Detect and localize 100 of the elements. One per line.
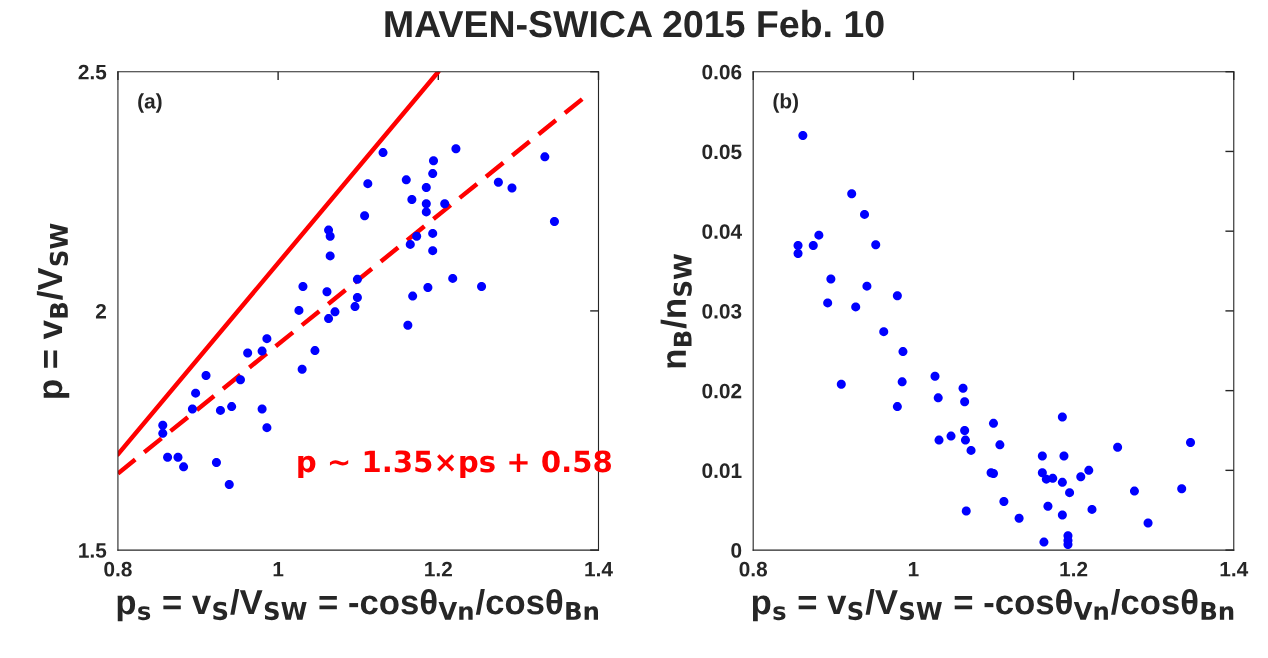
point [262, 334, 272, 344]
point [808, 241, 818, 251]
point [350, 302, 360, 312]
point [215, 405, 225, 415]
y-tick-label: 0.02 [702, 383, 742, 399]
x-tick-label: 1.4 [585, 561, 613, 577]
annotation: (b) [773, 93, 798, 113]
point [325, 251, 335, 261]
point [158, 420, 168, 430]
point [851, 302, 861, 312]
point [211, 458, 221, 468]
annotation: (a) [138, 93, 162, 113]
text: p$_{s}$ = v$_{S}$/V$_{SW}$ = -cosθ$_{Vn}$/cosθ$_{Bn}$ [752, 588, 1234, 622]
point [960, 426, 970, 435]
point [330, 307, 340, 317]
point [1014, 513, 1024, 523]
point [408, 291, 418, 301]
x-tick-label: 1.2 [425, 561, 452, 577]
point [429, 156, 438, 166]
point [933, 393, 943, 403]
point [826, 274, 836, 284]
point [1186, 437, 1196, 447]
x-tick-label: 1.4 [1220, 561, 1249, 577]
point [1057, 510, 1067, 520]
point [163, 452, 173, 462]
point [892, 402, 902, 412]
y-tick-label: 0.06 [702, 64, 742, 80]
point [1057, 477, 1067, 487]
point [934, 435, 944, 445]
point [1084, 465, 1094, 475]
point [158, 428, 168, 438]
point [1059, 451, 1069, 461]
point [946, 431, 956, 441]
point [412, 231, 422, 241]
x-tick-label: 1.2 [1060, 561, 1088, 577]
point [847, 189, 857, 199]
point [243, 348, 253, 358]
text: p$_{s}$ = v$_{S}$/V$_{SW}$ = -cosθ$_{Vn}$/cosθ$_{Bn}$ [117, 588, 598, 622]
point [352, 293, 362, 303]
point [428, 246, 438, 256]
point [401, 175, 411, 185]
x-tick-label: 1 [908, 561, 919, 577]
y-axis-title: p = v$_{B}$/V$_{SW}$ [36, 223, 70, 398]
point [257, 404, 267, 414]
point [988, 418, 998, 428]
point [1076, 472, 1086, 482]
point [360, 211, 370, 221]
point [179, 462, 189, 472]
point [862, 281, 872, 291]
point [428, 169, 438, 179]
point [1143, 518, 1153, 528]
y-tick-label: 0 [731, 543, 742, 558]
point [1057, 412, 1067, 422]
point [961, 506, 971, 516]
point [428, 228, 438, 238]
point [860, 209, 870, 219]
point [814, 230, 824, 240]
point [191, 388, 201, 398]
point [1043, 501, 1053, 511]
point [257, 346, 267, 356]
point [1113, 442, 1123, 452]
point [173, 452, 183, 462]
x-tick-label: 0.8 [104, 561, 132, 577]
point [1037, 468, 1047, 478]
point [958, 383, 968, 393]
point [1065, 488, 1075, 498]
point [960, 435, 970, 445]
point [793, 249, 803, 258]
point [930, 371, 940, 381]
y-tick-label: 0.05 [702, 144, 742, 160]
point [823, 298, 833, 308]
y-tick-label: 1.5 [79, 543, 107, 558]
point [1048, 473, 1058, 483]
point [423, 282, 433, 292]
point [187, 404, 197, 414]
point [451, 144, 461, 154]
point [507, 183, 517, 193]
point [966, 445, 976, 455]
point [1129, 486, 1139, 496]
point [448, 273, 458, 283]
point [352, 274, 362, 284]
point [294, 305, 304, 315]
point [421, 182, 431, 192]
point [897, 377, 907, 387]
point [898, 347, 908, 357]
point [262, 423, 272, 433]
y-tick-label: 2.5 [78, 64, 107, 80]
point [421, 207, 431, 217]
y-axis-title: n$_{B}$/n$_{SW}$ [660, 254, 692, 368]
y-tick-label: 2 [95, 303, 106, 319]
point [227, 402, 237, 412]
point [549, 216, 559, 226]
point [871, 240, 881, 250]
point [440, 199, 450, 209]
point [201, 370, 211, 380]
point [836, 379, 846, 389]
point [493, 177, 503, 187]
point [235, 375, 245, 385]
point [995, 440, 1005, 450]
point [297, 364, 307, 374]
